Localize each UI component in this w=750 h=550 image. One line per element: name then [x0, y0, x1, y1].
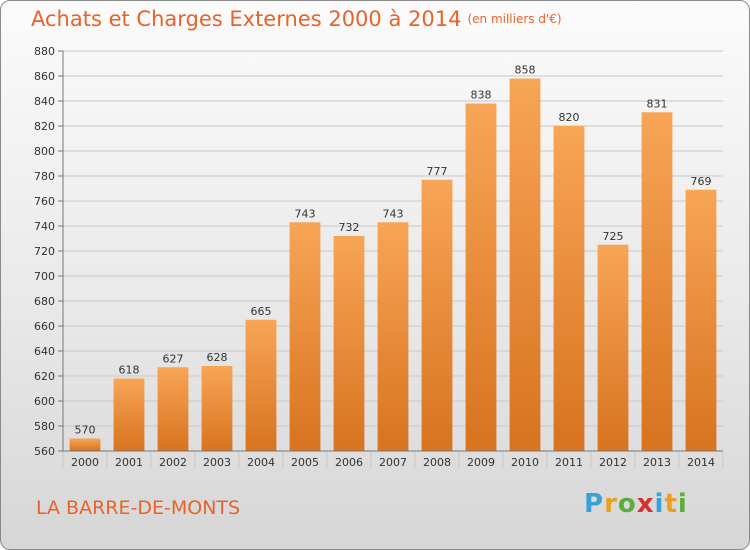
- bar-value-label: 732: [339, 221, 360, 234]
- y-tick-label: 880: [34, 45, 55, 58]
- logo-letter: t: [664, 489, 678, 519]
- y-tick-label: 580: [34, 420, 55, 433]
- bar: [509, 78, 541, 451]
- unit-label: (en milliers d'€): [467, 12, 562, 26]
- bar-value-label: 570: [75, 424, 96, 437]
- bar: [201, 366, 233, 451]
- y-tick-label: 720: [34, 245, 55, 258]
- x-tick-label: 2012: [599, 456, 627, 469]
- x-tick-label: 2005: [291, 456, 319, 469]
- y-tick-label: 840: [34, 95, 55, 108]
- chart-title: Achats et Charges Externes 2000 à 2014 (e…: [31, 7, 562, 31]
- bar: [421, 179, 453, 451]
- logo-letter: i: [654, 489, 665, 519]
- bar: [465, 103, 497, 451]
- bar: [289, 222, 321, 451]
- bar-value-label: 858: [515, 64, 536, 77]
- bar-value-label: 618: [119, 364, 140, 377]
- bar-value-label: 831: [647, 97, 668, 110]
- x-tick-label: 2010: [511, 456, 539, 469]
- bar: [597, 244, 629, 451]
- logo-letter: r: [604, 489, 618, 519]
- y-tick-label: 740: [34, 220, 55, 233]
- y-tick-label: 680: [34, 295, 55, 308]
- bar-value-label: 769: [691, 175, 712, 188]
- bar-value-label: 743: [383, 207, 404, 220]
- bar-value-label: 743: [295, 207, 316, 220]
- y-tick-label: 760: [34, 195, 55, 208]
- x-tick-label: 2013: [643, 456, 671, 469]
- x-tick-label: 2002: [159, 456, 187, 469]
- y-tick-label: 560: [34, 445, 55, 458]
- bar-value-label: 777: [427, 165, 448, 178]
- x-tick-label: 2007: [379, 456, 407, 469]
- y-tick-label: 800: [34, 145, 55, 158]
- x-tick-label: 2000: [71, 456, 99, 469]
- x-tick-label: 2006: [335, 456, 363, 469]
- y-tick-label: 860: [34, 70, 55, 83]
- logo-letter: i: [677, 489, 688, 519]
- bar: [245, 319, 277, 451]
- logo-letter: P: [584, 489, 605, 519]
- commune-name: LA BARRE-DE-MONTS: [36, 497, 241, 519]
- bar-value-label: 665: [251, 305, 272, 318]
- bar-value-label: 820: [559, 111, 580, 124]
- x-tick-label: 2003: [203, 456, 231, 469]
- x-tick-label: 2009: [467, 456, 495, 469]
- x-tick-label: 2001: [115, 456, 143, 469]
- y-tick-label: 660: [34, 320, 55, 333]
- bar-value-label: 725: [603, 230, 624, 243]
- bar-value-label: 838: [471, 89, 492, 102]
- bar-value-label: 628: [207, 351, 228, 364]
- bar: [69, 438, 101, 451]
- bar: [333, 236, 365, 451]
- logo-letter: x: [636, 489, 655, 519]
- bar: [157, 367, 189, 451]
- y-tick-label: 700: [34, 270, 55, 283]
- bar: [641, 112, 673, 451]
- y-tick-label: 780: [34, 170, 55, 183]
- bar: [377, 222, 409, 451]
- x-tick-label: 2008: [423, 456, 451, 469]
- y-tick-label: 820: [34, 120, 55, 133]
- x-tick-label: 2004: [247, 456, 275, 469]
- y-tick-label: 620: [34, 370, 55, 383]
- bar: [113, 378, 145, 451]
- x-tick-label: 2014: [687, 456, 715, 469]
- x-tick-label: 2011: [555, 456, 583, 469]
- proxiti-logo: Proxiti: [584, 489, 688, 519]
- logo-letter: o: [617, 489, 637, 519]
- bar-chart: 570 618 627 628 665 743 732 743 777 838 858 820 725 8…: [34, 45, 724, 469]
- bar: [685, 189, 717, 451]
- title-text: Achats et Charges Externes 2000 à 2014: [31, 7, 462, 31]
- bar: [553, 126, 585, 451]
- y-tick-label: 600: [34, 395, 55, 408]
- bar-value-label: 627: [163, 352, 184, 365]
- y-tick-label: 640: [34, 345, 55, 358]
